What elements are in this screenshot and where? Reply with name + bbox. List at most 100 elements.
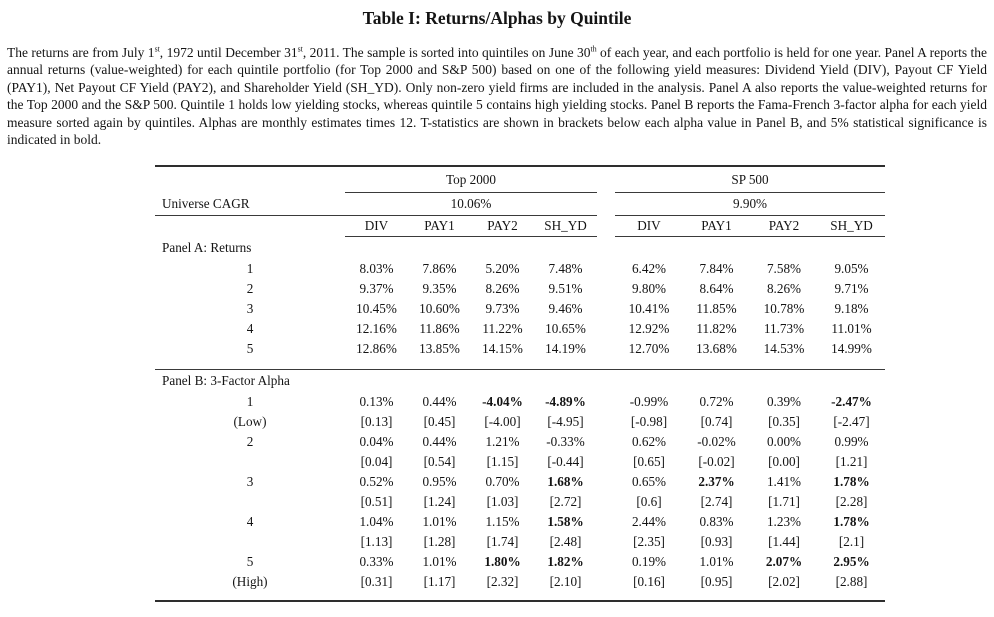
return-value: 10.45% — [356, 301, 397, 316]
tstat-value: [0.65] — [633, 454, 665, 469]
tstat-value: [0.13] — [360, 414, 393, 429]
panel-a-label: Panel A: Returns — [162, 240, 252, 255]
alpha-value: 2.44% — [631, 514, 667, 529]
tstat-value: [0.74] — [700, 414, 733, 429]
return-value: 9.51% — [548, 281, 583, 296]
col-header-pay2-top2000: PAY2 — [471, 215, 534, 237]
panel-a-row: 1 8.03% 7.86% 5.20% 7.48% 6.42% 7.84% 7.58% 9.05… — [155, 259, 885, 279]
group-header-sp500: SP 500 — [615, 165, 885, 193]
returns-alphas-table: Top 2000 SP 500 Universe CAGR 10.06% 9.9… — [155, 165, 885, 602]
panel-divider-line — [155, 359, 885, 370]
group-gap — [597, 532, 615, 552]
tstat-value: [1.44] — [768, 534, 800, 549]
panel-b-tstat-row: (High) [0.31] [1.17] [2.32] [2.10] [0.16] [0.9… — [155, 572, 885, 592]
panel-b-tstat-row: [0.04] [0.54] [1.15] [-0.44] [0.65] [-0.02] [0… — [155, 452, 885, 472]
alpha-value: 1.01% — [422, 514, 457, 529]
tstat-value: [2.35] — [633, 534, 665, 549]
bottom-rule-row — [155, 592, 885, 602]
panel-b-tstat-row: (Low) [0.13] [0.45] [-4.00] [-4.95] [-0.98] [0… — [155, 412, 885, 432]
tstat-value: [0.51] — [360, 494, 393, 509]
quintile-sublabel — [155, 452, 345, 472]
panel-b-alpha-row: 4 1.04% 1.01% 1.15% 1.58% 2.44% 0.83% 1.23% 1.78… — [155, 512, 885, 532]
group-gap — [597, 392, 615, 412]
return-value: 12.86% — [356, 341, 397, 356]
column-header-row: DIV PAY1 PAY2 SH_YD DIV PAY1 PAY2 SH_YD — [155, 215, 885, 237]
group-gap — [597, 193, 615, 216]
return-value: 10.65% — [545, 321, 586, 336]
panel-b-alpha-row: 3 0.52% 0.95% 0.70% 1.68% 0.65% 2.37% 1.41% 1.78… — [155, 472, 885, 492]
tstat-value: [1.28] — [423, 534, 456, 549]
alpha-value: 0.44% — [422, 394, 457, 409]
col-header-shyd-sp500: SH_YD — [818, 215, 885, 237]
group-gap — [597, 412, 615, 432]
return-value: 9.73% — [485, 301, 520, 316]
return-value: 14.15% — [482, 341, 523, 356]
table-description: The returns are from July 1st, 1972 unti… — [7, 44, 987, 149]
return-value: 9.35% — [422, 281, 457, 296]
tstat-value: [0.93] — [700, 534, 733, 549]
alpha-value: 0.99% — [834, 434, 869, 449]
return-value: 5.20% — [485, 261, 520, 276]
return-value: 14.99% — [831, 341, 872, 356]
tstat-value: [-0.98] — [630, 414, 668, 429]
return-value: 9.71% — [834, 281, 869, 296]
return-value: 7.58% — [766, 261, 802, 276]
panel-b-header-row: Panel B: 3-Factor Alpha — [155, 370, 885, 393]
ordinal-superscript: st — [297, 44, 303, 54]
quintile-sublabel: (High) — [232, 574, 268, 589]
panel-a-header-row: Panel A: Returns — [155, 237, 885, 260]
return-value: 11.22% — [482, 321, 523, 336]
return-value: 10.78% — [763, 301, 805, 316]
group-gap — [597, 472, 615, 492]
return-value: 9.05% — [834, 261, 869, 276]
alpha-value: 1.68% — [547, 474, 584, 489]
tstat-value: [1.15] — [486, 454, 519, 469]
tstat-value: [1.21] — [835, 454, 868, 469]
panel-b-alpha-row: 5 0.33% 1.01% 1.80% 1.82% 0.19% 1.01% 2.07% 2.95… — [155, 552, 885, 572]
tstat-value: [2.72] — [549, 494, 582, 509]
col-header-pay2-sp500: PAY2 — [750, 215, 818, 237]
quintile-label: 4 — [246, 321, 254, 336]
alpha-value: 1.01% — [699, 554, 734, 569]
alpha-value: 1.78% — [833, 474, 870, 489]
return-value: 9.37% — [359, 281, 394, 296]
return-value: 7.86% — [422, 261, 457, 276]
alpha-value: -0.33% — [546, 434, 585, 449]
tstat-value: [0.16] — [633, 574, 665, 589]
quintile-sublabel — [155, 492, 345, 512]
tstat-value: [2.48] — [549, 534, 582, 549]
alpha-value: 0.95% — [422, 474, 457, 489]
quintile-sublabel — [155, 532, 345, 552]
tstat-value: [0.95] — [700, 574, 733, 589]
tstat-value: [0.35] — [768, 414, 800, 429]
col-header-div-sp500: DIV — [615, 215, 683, 237]
alpha-value: 0.00% — [766, 434, 802, 449]
alpha-value: 1.58% — [547, 514, 584, 529]
tstat-value: [-2.47] — [833, 414, 870, 429]
tstat-value: [2.74] — [700, 494, 733, 509]
group-gap — [597, 339, 615, 359]
alpha-value: 2.95% — [833, 554, 870, 569]
tstat-value: [2.32] — [486, 574, 519, 589]
alpha-value: 0.52% — [359, 474, 394, 489]
alpha-value: 1.01% — [422, 554, 457, 569]
panel-a-body: 1 8.03% 7.86% 5.20% 7.48% 6.42% 7.84% 7.58% 9.05… — [155, 259, 885, 359]
alpha-value: 1.82% — [547, 554, 584, 569]
return-value: 11.73% — [763, 321, 805, 336]
alpha-value: 0.70% — [485, 474, 520, 489]
col-header-shyd-top2000: SH_YD — [534, 215, 597, 237]
panel-a-row: 3 10.45% 10.60% 9.73% 9.46% 10.41% 11.85% 10.78… — [155, 299, 885, 319]
tstat-value: [1.24] — [423, 494, 456, 509]
tstat-value: [1.74] — [486, 534, 519, 549]
panel-b-alpha-row: 2 0.04% 0.44% 1.21% -0.33% 0.62% -0.02% 0.00% 0.… — [155, 432, 885, 452]
return-value: 10.41% — [628, 301, 670, 316]
return-value: 7.48% — [548, 261, 583, 276]
panel-divider-row — [155, 359, 885, 370]
corner-cell — [155, 216, 345, 237]
group-header-top2000: Top 2000 — [345, 165, 597, 193]
return-value: 7.84% — [699, 261, 734, 276]
tstat-value: [2.28] — [835, 494, 868, 509]
tstat-value: [1.13] — [360, 534, 393, 549]
alpha-value: 1.78% — [833, 514, 870, 529]
